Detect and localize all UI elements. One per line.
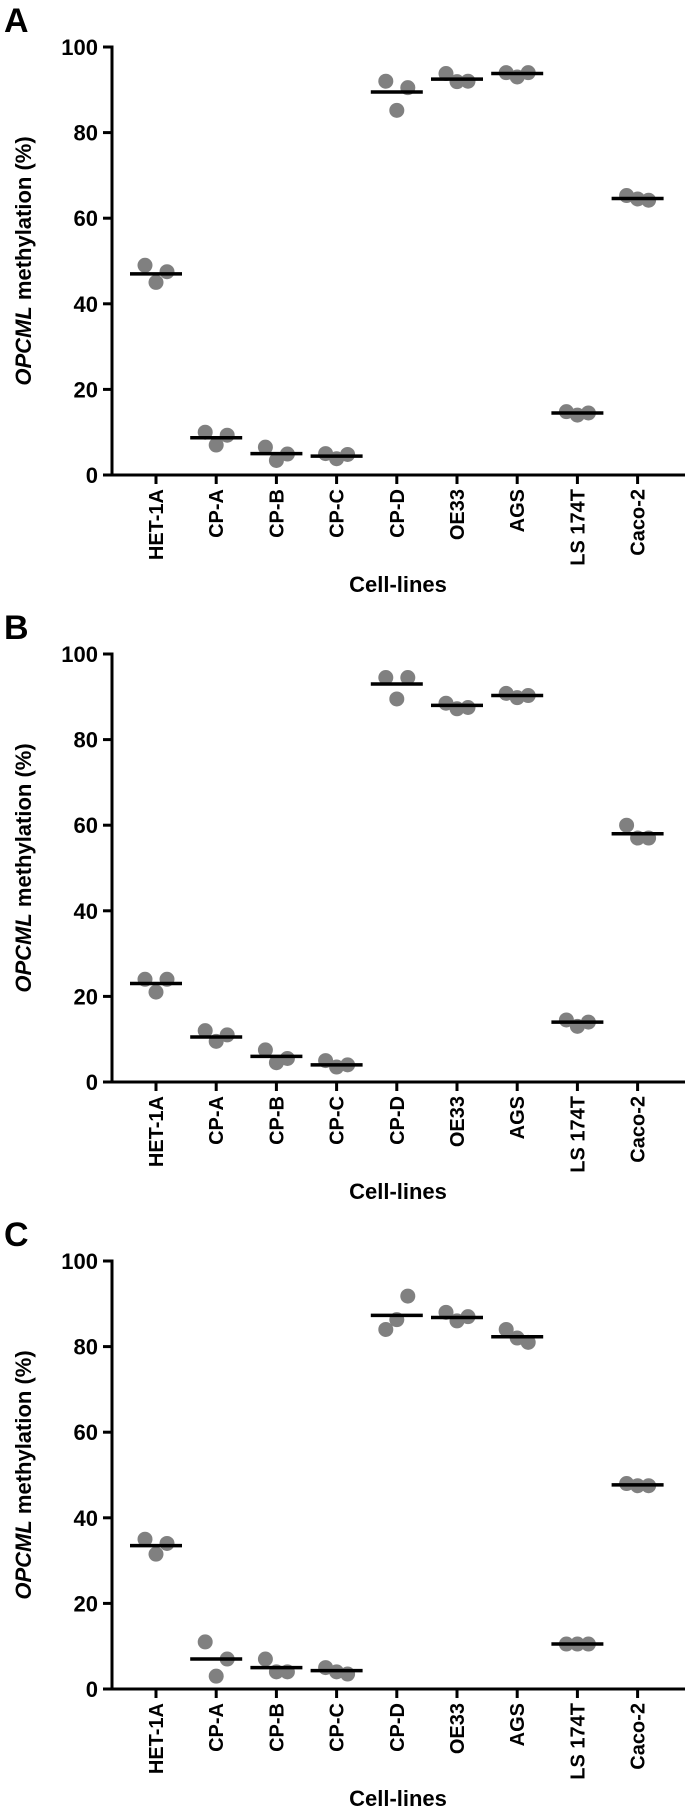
x-tick-label: CP-B xyxy=(266,489,288,538)
x-tick-label: AGS xyxy=(507,489,529,532)
y-tick-label: 60 xyxy=(74,206,98,231)
y-tick-label: 40 xyxy=(74,1506,98,1531)
y-axis-title-gene: OPCML xyxy=(11,913,36,992)
data-point xyxy=(378,73,394,89)
x-tick-label: CP-D xyxy=(387,1096,409,1145)
y-axis-title: OPCML methylation (%) xyxy=(11,136,36,385)
x-tick-label: CP-D xyxy=(387,489,409,538)
x-tick-label: CP-B xyxy=(266,1703,288,1752)
x-tick-label: AGS xyxy=(507,1096,529,1139)
data-point xyxy=(498,1321,514,1337)
y-tick-label: 0 xyxy=(86,463,98,488)
data-point xyxy=(137,1531,153,1547)
x-tick-label: CP-A xyxy=(206,1703,228,1752)
x-tick-label: CP-D xyxy=(387,1703,409,1752)
data-point xyxy=(378,1321,394,1337)
x-tick-label: OE33 xyxy=(447,1703,469,1754)
x-tick-label: Caco-2 xyxy=(628,489,650,556)
y-axis-title-text: methylation (%) xyxy=(11,136,36,306)
y-tick-label: 60 xyxy=(74,1420,98,1445)
data-point xyxy=(389,691,405,707)
y-axis-title: OPCML methylation (%) xyxy=(11,1350,36,1599)
data-point xyxy=(268,1055,284,1071)
y-tick-label: 40 xyxy=(74,899,98,924)
data-point xyxy=(197,1634,213,1650)
panel-letter: A xyxy=(4,2,29,40)
data-point xyxy=(148,274,164,290)
data-point xyxy=(329,1059,345,1075)
x-axis-title: Cell-lines xyxy=(349,1179,447,1204)
data-point xyxy=(400,1288,416,1304)
y-axis-title-gene: OPCML xyxy=(11,306,36,385)
data-point xyxy=(159,264,175,280)
x-tick-label: CP-C xyxy=(327,1703,349,1752)
y-tick-label: 20 xyxy=(74,377,98,402)
data-point xyxy=(137,257,153,273)
y-tick-label: 0 xyxy=(86,1070,98,1095)
x-tick-label: Caco-2 xyxy=(628,1703,650,1770)
data-point xyxy=(159,1535,175,1551)
x-tick-label: LS 174T xyxy=(567,489,589,566)
y-axis-title: OPCML methylation (%) xyxy=(11,743,36,992)
data-point xyxy=(257,1042,273,1058)
x-axis-title: Cell-lines xyxy=(349,1786,447,1811)
x-tick-label: OE33 xyxy=(447,489,469,540)
y-tick-label: 20 xyxy=(74,984,98,1009)
x-tick-label: CP-A xyxy=(206,489,228,538)
y-tick-label: 100 xyxy=(61,35,98,60)
x-tick-label: CP-A xyxy=(206,1096,228,1145)
data-point xyxy=(148,1546,164,1562)
data-point xyxy=(329,451,345,467)
x-tick-label: HET-1A xyxy=(146,1703,168,1774)
data-point xyxy=(378,670,394,686)
panel-letter: B xyxy=(4,609,29,647)
data-point xyxy=(389,102,405,118)
y-tick-label: 20 xyxy=(74,1591,98,1616)
data-point xyxy=(509,69,525,85)
data-point xyxy=(197,1023,213,1039)
data-point xyxy=(197,424,213,440)
x-tick-label: CP-C xyxy=(327,1096,349,1145)
data-point xyxy=(257,439,273,455)
y-tick-label: 80 xyxy=(74,1335,98,1360)
data-point xyxy=(449,701,465,717)
data-point xyxy=(208,1668,224,1684)
y-axis-title-text: methylation (%) xyxy=(11,1350,36,1520)
data-point xyxy=(208,437,224,453)
data-point xyxy=(257,1651,273,1667)
panel-a: A 0 20 40 60 80 100 OPCML methylation (%) HET-1A… xyxy=(4,2,685,597)
x-tick-label: AGS xyxy=(507,1703,529,1746)
y-axis-title-text: methylation (%) xyxy=(11,743,36,913)
data-point xyxy=(268,452,284,468)
y-tick-label: 80 xyxy=(74,728,98,753)
x-tick-label: CP-C xyxy=(327,489,349,538)
x-tick-label: CP-B xyxy=(266,1096,288,1145)
data-point xyxy=(148,984,164,1000)
data-point xyxy=(449,1313,465,1329)
y-tick-label: 100 xyxy=(61,1249,98,1274)
x-axis-title: Cell-lines xyxy=(349,572,447,597)
panel-b: B 0 20 40 60 80 100 OPCML methylation (%) HET-1A… xyxy=(4,609,685,1204)
x-tick-label: HET-1A xyxy=(146,489,168,560)
y-tick-label: 60 xyxy=(74,813,98,838)
panel-letter: C xyxy=(4,1216,29,1254)
data-point xyxy=(509,690,525,706)
x-tick-label: HET-1A xyxy=(146,1096,168,1167)
y-tick-label: 100 xyxy=(61,642,98,667)
panel-c: C 0 20 40 60 80 100 OPCML methylation (%) HET-1A… xyxy=(4,1216,685,1811)
data-point xyxy=(449,74,465,90)
x-tick-label: LS 174T xyxy=(567,1703,589,1780)
data-point xyxy=(400,670,416,686)
y-tick-label: 0 xyxy=(86,1677,98,1702)
x-tick-label: LS 174T xyxy=(567,1096,589,1173)
data-point xyxy=(438,66,454,82)
y-tick-label: 80 xyxy=(74,121,98,146)
data-point xyxy=(569,407,585,423)
y-tick-label: 40 xyxy=(74,292,98,317)
y-axis-title-gene: OPCML xyxy=(11,1520,36,1599)
x-tick-label: OE33 xyxy=(447,1096,469,1147)
x-tick-label: Caco-2 xyxy=(628,1096,650,1163)
data-point xyxy=(619,817,635,833)
